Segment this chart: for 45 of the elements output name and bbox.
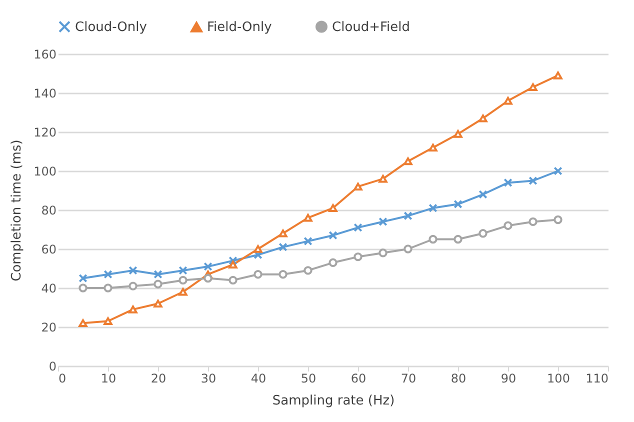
point: [428, 204, 438, 212]
point: [128, 266, 138, 275]
y-tick-label: 60: [41, 242, 56, 256]
point: [278, 242, 288, 252]
point: [354, 223, 362, 232]
x-tick-label: 70: [400, 372, 416, 386]
y-tick-label: 80: [41, 204, 56, 218]
x-tick-label: 90: [500, 372, 516, 386]
point: [204, 262, 212, 271]
point: [304, 236, 312, 246]
x-tick-label: 0: [58, 372, 66, 386]
y-tick-label: 160: [34, 48, 56, 62]
x-axis-title: Sampling rate (Hz): [272, 394, 395, 408]
point: [378, 217, 388, 226]
point: [228, 256, 238, 266]
y-tick-label: 140: [34, 86, 56, 100]
point: [78, 274, 88, 283]
point: [328, 230, 338, 240]
x-tick-label: 60: [350, 372, 366, 386]
y-tick-label: 120: [34, 126, 56, 140]
x-tick-label: 30: [200, 372, 216, 386]
y-axis-title: Completion time (ms): [10, 140, 25, 282]
x-tick-label: 80: [450, 372, 466, 386]
x-tick-label: 110: [586, 372, 608, 386]
point: [404, 211, 412, 220]
point: [104, 270, 112, 279]
point: [504, 178, 512, 188]
y-tick-label: 40: [41, 282, 56, 296]
legend-label: Cloud-Only: [75, 20, 148, 35]
x-tick-label: 50: [300, 372, 316, 386]
point: [154, 270, 162, 279]
point: [554, 166, 562, 176]
y-tick-label: 20: [41, 320, 56, 334]
x-tick-label: 10: [100, 372, 116, 386]
point: [454, 200, 462, 209]
x-tick-label: 20: [150, 372, 166, 386]
point: [478, 190, 488, 199]
point: [178, 266, 188, 275]
x-tick-label: 100: [547, 372, 570, 386]
y-tick-label: 0: [48, 360, 56, 374]
legend-label: Field-Only: [207, 20, 272, 36]
x-tick-label: 40: [250, 372, 266, 386]
y-tick-label: 100: [34, 164, 56, 178]
point: [528, 176, 538, 186]
legend-label: Cloud+Field: [332, 20, 410, 35]
